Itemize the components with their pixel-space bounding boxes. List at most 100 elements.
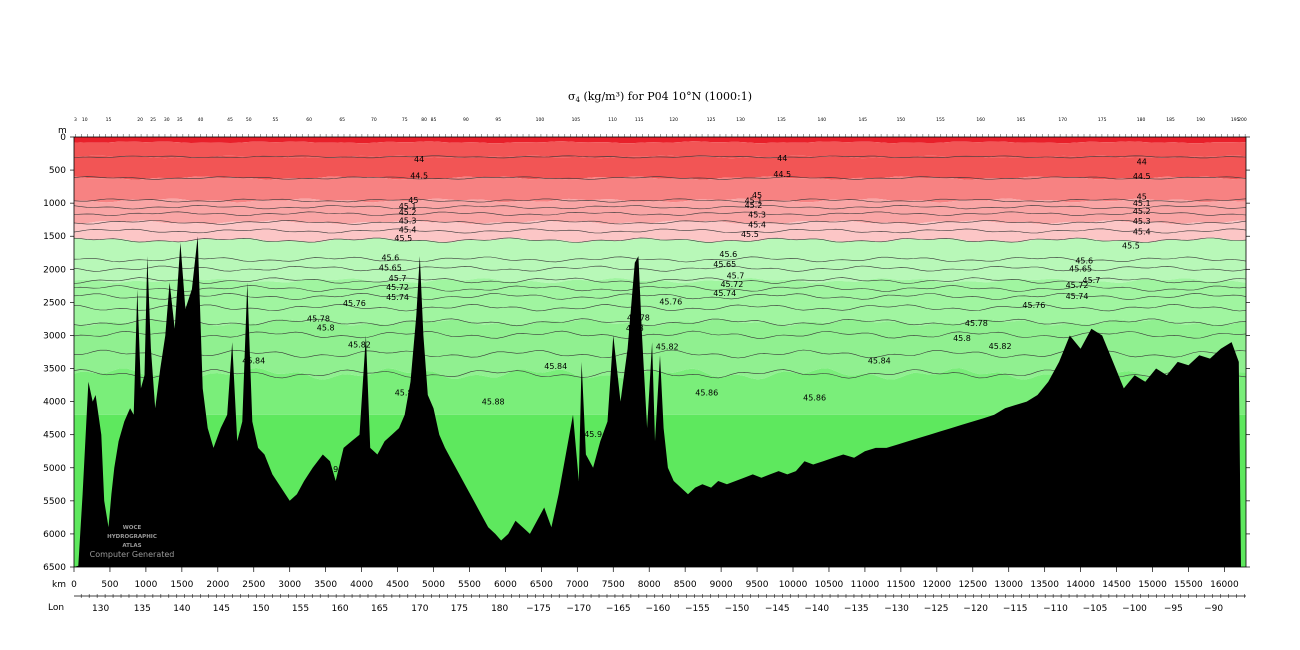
isopycnal-45.1 — [73, 204, 1247, 210]
km-tick-label: 11000 — [851, 580, 880, 590]
contour-label: 44.5 — [410, 171, 428, 180]
depth-tick-label: 3000 — [43, 331, 66, 341]
longitude-tick-label: 140 — [173, 604, 190, 614]
station-label: 55 — [272, 117, 278, 123]
contour-label: 45.82 — [989, 342, 1012, 351]
depth-tick-label: 1000 — [43, 199, 66, 209]
km-tick-label: 15000 — [1138, 580, 1167, 590]
woce-watermark: WOCE HYDROGRAPHIC ATLAS Computer Generat… — [90, 525, 175, 559]
contour-label: 45.6 — [381, 253, 399, 262]
isopycnal-45.3 — [73, 219, 1247, 225]
isopycnal-45.4 — [73, 228, 1247, 234]
depth-unit-label: m — [58, 126, 67, 136]
station-label: 110 — [608, 117, 617, 123]
depth-tick-label: 0 — [60, 133, 66, 143]
contour-label: 44.5 — [1133, 172, 1151, 181]
contour-label: 45.84 — [544, 362, 567, 371]
contour-label: 45.86 — [803, 394, 826, 403]
contour-label: 44 — [414, 155, 424, 164]
station-label: 155 — [936, 117, 945, 123]
longitude-tick-label: −170 — [566, 604, 591, 614]
longitude-tick-label: 150 — [252, 604, 269, 614]
station-label: 50 — [246, 117, 252, 123]
km-tick-label: 7500 — [602, 580, 625, 590]
station-label: 160 — [976, 117, 985, 123]
isopycnal-44 — [73, 155, 1247, 159]
station-label: 115 — [635, 117, 644, 123]
station-label: 185 — [1166, 117, 1175, 123]
km-tick-label: 14000 — [1066, 580, 1095, 590]
isopycnal-45.76 — [73, 303, 1247, 312]
longitude-tick-label: 155 — [292, 604, 309, 614]
km-tick-label: 2000 — [206, 580, 229, 590]
station-label: 90 — [463, 117, 469, 123]
isopycnal-45.6 — [73, 256, 1247, 263]
longitude-tick-label: −140 — [804, 604, 829, 614]
isopycnal-45.65 — [73, 265, 1247, 272]
depth-tick-label: 6500 — [43, 563, 66, 573]
station-label: 195 — [1231, 117, 1240, 123]
km-tick-label: 15500 — [1174, 580, 1203, 590]
station-label: 75 — [402, 117, 408, 123]
depth-tick-label: 500 — [49, 166, 66, 176]
station-label: 25 — [150, 117, 156, 123]
contour-label: 45.5 — [394, 234, 412, 243]
contour-label: 45.78 — [307, 314, 330, 323]
watermark-hydrographic: HYDROGRAPHIC — [107, 534, 157, 540]
longitude-tick-label: 135 — [134, 604, 151, 614]
contour-label: 45.74 — [713, 289, 736, 298]
longitude-tick-label: 145 — [213, 604, 230, 614]
contour-label: 45.74 — [386, 293, 409, 302]
contour-label: 45.8 — [317, 324, 335, 333]
station-label: 175 — [1098, 117, 1107, 123]
contour-label: 45.5 — [1122, 241, 1140, 250]
depth-tick-label: 6000 — [43, 530, 66, 540]
contour-label: 45 — [408, 196, 418, 205]
contour-label: 45.7 — [1083, 276, 1101, 285]
contour-label: 45.3 — [399, 216, 417, 225]
isopycnal-45.72 — [73, 285, 1247, 292]
contour-label: 45.65 — [379, 263, 402, 272]
km-tick-label: 4000 — [350, 580, 373, 590]
station-axis: 3 10 15 20 25 30 35 40 45 50 55 60 65 70 75 80 85 90 95 100… — [74, 117, 1247, 137]
isopycnal-45.2 — [73, 211, 1247, 217]
isopycnal-44.5 — [73, 176, 1247, 180]
density-layer — [74, 155, 1246, 180]
depth-tick-label: 4000 — [43, 398, 66, 408]
station-label: 85 — [431, 117, 437, 123]
contour-label: 45.76 — [659, 298, 682, 307]
isopycnal-45.78 — [73, 318, 1247, 327]
longitude-label: Lon — [48, 603, 64, 613]
contour-label: 45.82 — [348, 341, 371, 350]
contour-label: 45.9 — [584, 430, 602, 439]
depth-axis: 0 500 1000 1500 2000 2500 3000 3500 4000 4500 5000… — [43, 133, 1250, 573]
contour-label: 45.84 — [242, 357, 265, 366]
contour-label: 45.7 — [389, 274, 407, 283]
contour-label: 45.86 — [395, 388, 418, 397]
depth-tick-label: 2500 — [43, 298, 66, 308]
contour-label: 45.82 — [656, 343, 679, 352]
longitude-tick-label: −145 — [765, 604, 790, 614]
station-label: 65 — [339, 117, 345, 123]
contour-label: 45.2 — [1133, 207, 1151, 216]
density-layer — [74, 278, 1246, 326]
km-tick-label: 5500 — [458, 580, 481, 590]
km-tick-label: 10000 — [779, 580, 808, 590]
depth-tick-label: 4500 — [43, 431, 66, 441]
station-label: 135 — [777, 117, 786, 123]
station-label: 35 — [177, 117, 183, 123]
longitude-tick-label: −105 — [1083, 604, 1108, 614]
seafloor-bathymetry — [74, 236, 1246, 567]
contour-label: 45.6 — [1075, 257, 1093, 266]
contour-label: 45.1 — [745, 197, 763, 206]
station-label: 130 — [736, 117, 745, 123]
contour-label: 45.88 — [482, 398, 505, 407]
station-label: 20 — [137, 117, 143, 123]
station-label: 45 — [227, 117, 233, 123]
contour-label: 45.74 — [1066, 292, 1089, 301]
km-tick-label: 13000 — [994, 580, 1023, 590]
station-label: 70 — [371, 117, 377, 123]
contour-label: 45.76 — [343, 299, 366, 308]
isopycnal-45.8 — [73, 330, 1247, 339]
